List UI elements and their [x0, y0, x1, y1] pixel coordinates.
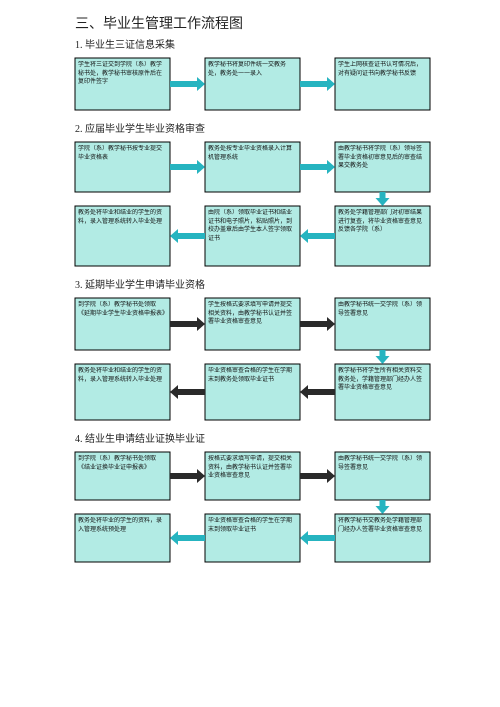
- arrow-head: [197, 469, 205, 483]
- arrow-body: [170, 321, 197, 327]
- section-heading: 1. 毕业生三证信息采集: [75, 38, 175, 51]
- arrow-body: [308, 389, 335, 395]
- flowchart-canvas: 三、毕业生管理工作流程图 1. 毕业生三证信息采集学生将三证交到学院（系）教学秘书…: [0, 0, 500, 707]
- box-text: 教务处将毕业的学生的资料，录入管理系统预处理: [78, 517, 167, 534]
- box-text: 学生按格式要求填写申请并提交相关资料，由教学秘书认证并签署毕业资格审查意见: [208, 301, 297, 327]
- section-heading: 2. 应届毕业学生毕业资格审查: [75, 122, 205, 135]
- box-text: 学生上网核查证书认可情况后，对有疑问证书向教学秘书反馈: [338, 61, 427, 78]
- arrow-head: [300, 385, 308, 399]
- box-text: 学生将三证交到学院（系）教学秘书处，教学秘书审核原件后在复印件签字: [78, 61, 167, 87]
- arrow-head: [327, 469, 335, 483]
- varrow-head: [376, 356, 390, 364]
- varrow-body: [380, 500, 386, 506]
- box-text: 毕业资格审查合格的学生在学期末到领取毕业证书: [208, 517, 297, 534]
- arrow-head: [197, 77, 205, 91]
- arrow-body: [308, 535, 335, 541]
- arrow-body: [300, 164, 327, 170]
- box-text: 由教学秘书统一交学院（系）领导签署意见: [338, 301, 427, 318]
- arrow-head: [170, 229, 178, 243]
- varrow-head: [376, 506, 390, 514]
- arrow-head: [327, 77, 335, 91]
- arrow-body: [170, 81, 197, 87]
- box-text: 由教学秘书统一交学院（系）领导签署意见: [338, 455, 427, 472]
- arrow-head: [170, 531, 178, 545]
- box-text: 教学秘书将学生所有相关资料交教务处，学籍管理部门经办人签署毕业资格审查意见: [338, 367, 427, 393]
- page-title: 三、毕业生管理工作流程图: [75, 16, 243, 32]
- arrow-head: [327, 160, 335, 174]
- section-heading: 3. 延期毕业学生申请毕业资格: [75, 278, 205, 291]
- box-text: 教务处将毕业和结业的学生的资料，录入管理系统转入毕业处理: [78, 209, 167, 226]
- arrow-head: [197, 317, 205, 331]
- box-text: 教学秘书将复印件统一交教务处，教务处一一录入: [208, 61, 297, 78]
- section-heading: 4. 结业生申请结业证换毕业证: [75, 432, 205, 445]
- box-text: 毕业资格审查合格的学生在学期末到教务处领取毕业证书: [208, 367, 297, 384]
- box-text: 将教学秘书交教务处学籍管理部门经办人签署毕业资格审查意见: [338, 517, 427, 534]
- box-text: 到学院（系）教学秘书处领取《结业证换毕业证申报表》: [78, 455, 167, 472]
- arrow-body: [178, 233, 205, 239]
- arrow-head: [300, 531, 308, 545]
- box-text: 到学院（系）教学秘书处领取《延期毕业学生毕业资格申报表》: [78, 301, 167, 318]
- arrow-body: [170, 164, 197, 170]
- arrow-body: [308, 233, 335, 239]
- varrow-body: [380, 350, 386, 356]
- box-text: 由教学秘书将学院（系）领导签署毕业资格初审意见后的审查结果交教务处: [338, 145, 427, 171]
- box-text: 教务处学籍管理部门对初审结果进行复查，将毕业资格审查意见反馈各学院（系）: [338, 209, 427, 235]
- arrow-head: [327, 317, 335, 331]
- arrow-body: [300, 81, 327, 87]
- arrow-body: [300, 321, 327, 327]
- arrow-head: [300, 229, 308, 243]
- arrow-head: [170, 385, 178, 399]
- arrow-body: [178, 389, 205, 395]
- arrow-body: [170, 473, 197, 479]
- arrow-head: [197, 160, 205, 174]
- box-text: 学院（系）教学秘书按专业提交毕业资格表: [78, 145, 167, 162]
- arrow-body: [300, 473, 327, 479]
- box-text: 按格式要求填写申请，提交相关资料，由教学秘书认证并签署毕业资格审查意见: [208, 455, 297, 481]
- box-text: 教务处按专业毕业资格录入计算机管理系统: [208, 145, 297, 162]
- arrow-body: [178, 535, 205, 541]
- box-text: 由院（系）领取毕业证书和结业证书和电子照片，粘贴照片，到校办盖章后由学生本人签字…: [208, 209, 297, 244]
- varrow-head: [376, 198, 390, 206]
- varrow-body: [380, 192, 386, 198]
- box-text: 教务处将毕业和结业的学生的资料，录入管理系统转入毕业处理: [78, 367, 167, 384]
